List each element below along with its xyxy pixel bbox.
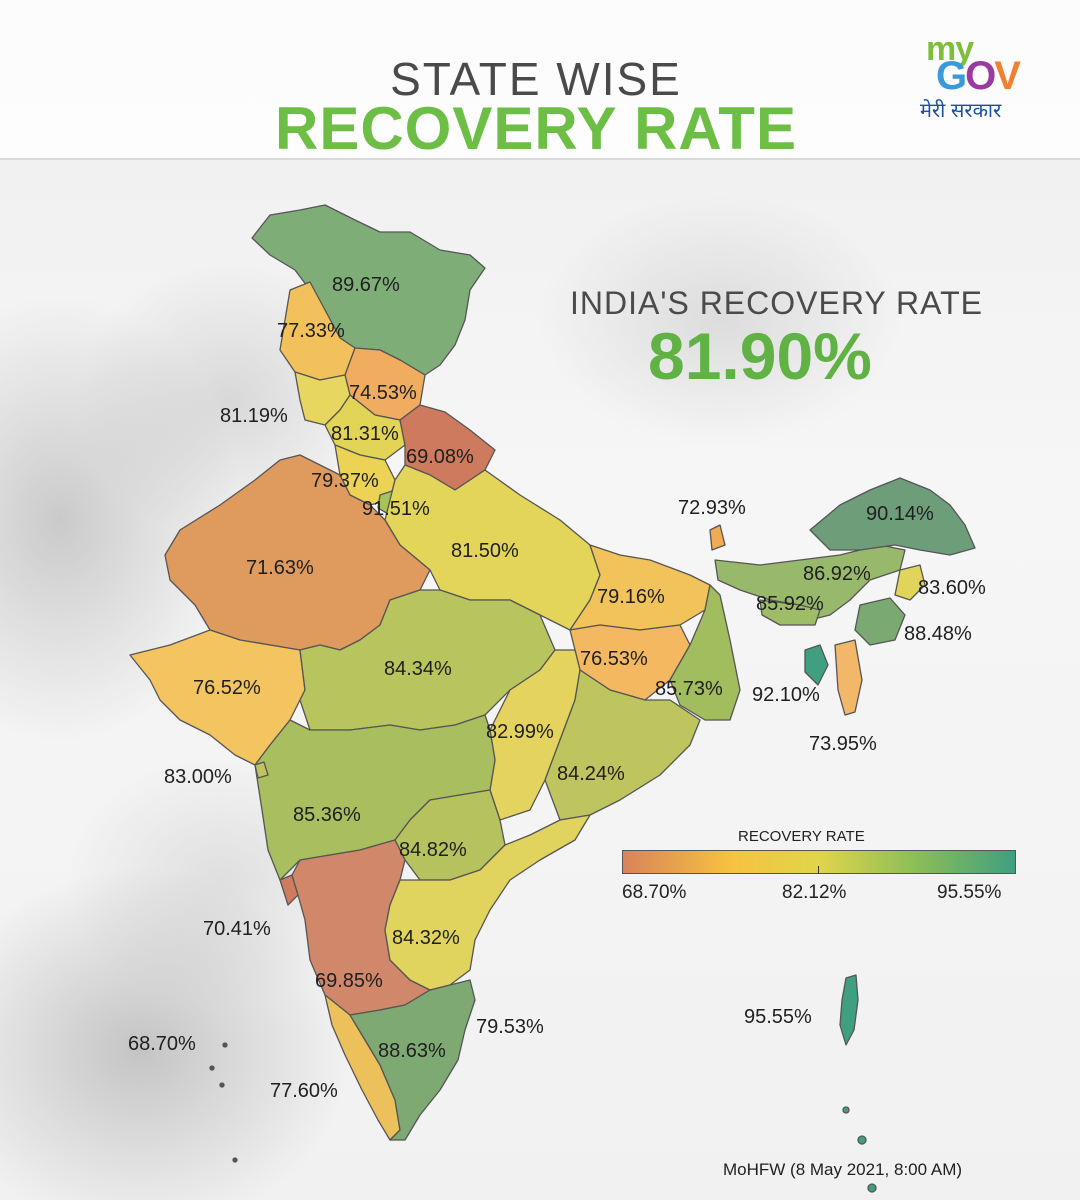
label-telangana: 84.82%: [399, 839, 467, 861]
region-arunachal-pradesh: [809, 477, 976, 556]
india-recovery-title: INDIA'S RECOVERY RATE: [570, 285, 983, 321]
label-sikkim: 72.93%: [678, 497, 746, 519]
label-puducherry: 79.53%: [476, 1016, 544, 1038]
label-goa: 70.41%: [203, 918, 271, 940]
label-jammu-kashmir: 89.67%: [332, 274, 400, 296]
region-nicobar-dot-1: [842, 1106, 850, 1114]
label-kerala: 77.60%: [270, 1080, 338, 1102]
label-uttarakhand-east: 69.08%: [406, 446, 474, 468]
label-haryana: 79.37%: [311, 470, 379, 492]
label-rajasthan: 71.63%: [246, 557, 314, 579]
label-chhattisgarh: 82.99%: [486, 721, 554, 743]
source-note: MoHFW (8 May 2021, 8:00 AM): [723, 1160, 963, 1179]
label-assam: 86.92%: [803, 563, 871, 585]
region-assam: [714, 544, 906, 621]
region-andaman-nicobar: [839, 974, 859, 1046]
region-tamil-nadu: [349, 979, 476, 1141]
legend-max-value: 95.55%: [937, 882, 1002, 903]
label-karnataka: 69.85%: [315, 970, 383, 992]
legend-mid-value: 82.12%: [782, 882, 847, 903]
legend-min-value: 68.70%: [622, 882, 687, 903]
region-nicobar-dot-2: [857, 1135, 867, 1145]
region-nagaland: [894, 564, 926, 601]
label-meghalaya: 85.92%: [756, 593, 824, 615]
logo-my-text: my: [926, 30, 974, 68]
logo-gov-g: G: [936, 54, 967, 98]
region-dadra-daman: [254, 761, 269, 779]
page-title-line1: STATE WISE: [390, 53, 682, 105]
region-andhra-pradesh: [384, 814, 591, 991]
region-lakshadweep-dot-4: [232, 1157, 238, 1163]
label-gujarat: 76.52%: [193, 677, 261, 699]
label-maharashtra: 85.36%: [293, 804, 361, 826]
legend-color-bar: [622, 850, 1016, 874]
label-jharkhand: 76.53%: [580, 648, 648, 670]
region-manipur: [854, 597, 906, 646]
logo-hindi-text: मेरी सरकार: [920, 100, 1002, 122]
region-tripura: [804, 644, 829, 686]
label-bihar: 79.16%: [597, 586, 665, 608]
header-banner: STATE WISE RECOVERY RATE my GOV मेरी सरक…: [0, 0, 1080, 162]
label-dadra-daman: 83.00%: [164, 766, 232, 788]
region-lakshadweep-dot-2: [209, 1065, 215, 1071]
legend-mid-tick: [818, 866, 819, 874]
label-nagaland: 83.60%: [918, 577, 986, 599]
region-odisha: [544, 669, 701, 821]
label-punjab: 81.19%: [220, 405, 288, 427]
label-arunachal-pradesh: 90.14%: [866, 503, 934, 525]
region-lakshadweep-dot-1: [222, 1042, 228, 1048]
label-haryana-north: 81.31%: [331, 423, 399, 445]
page-title-line2: RECOVERY RATE: [275, 95, 797, 162]
mygov-logo: my GOV मेरी सरकार: [920, 30, 1030, 125]
region-mizoram: [834, 639, 863, 716]
region-sikkim: [709, 524, 726, 551]
label-lakshadweep: 68.70%: [128, 1033, 196, 1055]
region-nicobar-dot-3: [867, 1183, 877, 1193]
label-andhra-pradesh: 84.32%: [392, 927, 460, 949]
label-himachal-pradesh: 77.33%: [277, 320, 345, 342]
label-andaman-nicobar: 95.55%: [744, 1006, 812, 1028]
label-odisha: 84.24%: [557, 763, 625, 785]
label-mizoram: 73.95%: [809, 733, 877, 755]
label-delhi: 91.51%: [362, 498, 430, 520]
logo-gov-o: O: [965, 54, 996, 98]
logo-gov-text: GOV: [936, 54, 1021, 99]
label-tamil-nadu: 88.63%: [378, 1040, 446, 1062]
logo-gov-v: V: [994, 54, 1021, 98]
label-west-bengal: 85.73%: [655, 678, 723, 700]
label-madhya-pradesh: 84.34%: [384, 658, 452, 680]
region-lakshadweep-dot-3: [219, 1082, 225, 1088]
label-uttar-pradesh: 81.50%: [451, 540, 519, 562]
region-meghalaya: [759, 599, 821, 626]
label-uttarakhand: 74.53%: [349, 382, 417, 404]
label-manipur: 88.48%: [904, 623, 972, 645]
label-tripura: 92.10%: [752, 684, 820, 706]
region-west-bengal: [669, 584, 741, 721]
legend-title: RECOVERY RATE: [738, 828, 865, 845]
india-recovery-value: 81.90%: [648, 319, 872, 393]
